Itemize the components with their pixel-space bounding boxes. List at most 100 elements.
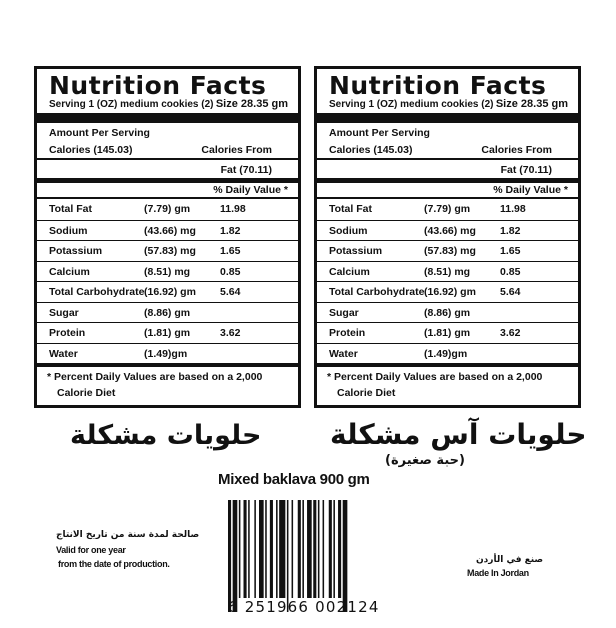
validity-arabic: صالحة لمدة سنة من تاريخ الانتاج xyxy=(56,530,200,540)
nutrient-amount: (43.66) mg xyxy=(144,224,196,237)
nutrient-row: Protein (1.81) gm 3.62 xyxy=(317,322,578,343)
nutrient-name: Sodium xyxy=(49,224,88,237)
nutrient-amount: (43.66) mg xyxy=(424,224,476,237)
footnote-line-1: * Percent Daily Values are based on a 2,… xyxy=(47,371,263,383)
barcode-bar xyxy=(238,500,241,598)
nutrient-row: Calcium (8.51) mg 0.85 xyxy=(37,260,298,282)
nutrient-amount: (1.49)gm xyxy=(144,347,188,360)
nutrition-facts-panel: Nutrition Facts Serving 1 (OZ) medium co… xyxy=(314,66,581,408)
nutrient-row: Sugar (8.86) gm xyxy=(317,301,578,323)
nutrient-row: Water (1.49)gm xyxy=(37,342,298,364)
barcode-bar xyxy=(291,500,294,598)
panel-title: Nutrition Facts xyxy=(49,71,267,100)
nutrient-name: Calcium xyxy=(49,265,90,278)
nutrient-daily-value: 3.62 xyxy=(220,327,241,339)
serving-text: Serving 1 (OZ) medium cookies (2) xyxy=(329,99,494,110)
nutrient-row: Potassium (57.83) mg 1.65 xyxy=(317,240,578,261)
nutrient-daily-value: 0.85 xyxy=(220,265,241,278)
arabic-subtitle-right: (حبة صغيرة) xyxy=(385,453,465,468)
nutrient-row: Sodium (43.66) mg 1.82 xyxy=(317,219,578,241)
barcode-bar xyxy=(328,500,332,598)
nutrient-amount: (16.92) gm xyxy=(144,286,196,298)
thick-divider xyxy=(37,363,298,367)
nutrition-facts-panel: Nutrition Facts Serving 1 (OZ) medium co… xyxy=(34,66,301,408)
thick-divider xyxy=(37,178,298,183)
nutrient-daily-value: 1.82 xyxy=(500,224,521,237)
serving-size: Size 28.35 gm xyxy=(495,98,568,110)
barcode xyxy=(228,500,348,612)
daily-value-header: % Daily Value * xyxy=(213,184,288,196)
barcode-bar xyxy=(313,500,317,598)
nutrient-daily-value: 5.64 xyxy=(220,286,241,298)
nutrient-amount: (7.79) gm xyxy=(144,203,191,215)
barcode-bar xyxy=(317,500,320,598)
nutrient-amount: (8.86) gm xyxy=(144,306,191,319)
nutrient-daily-value: 1.65 xyxy=(220,245,241,257)
thick-divider xyxy=(37,113,298,123)
nutrient-daily-value: 3.62 xyxy=(500,327,521,339)
barcode-bar xyxy=(243,500,247,598)
amount-per-serving: Amount Per Serving xyxy=(329,127,430,139)
nutrient-amount: (8.51) mg xyxy=(424,265,471,278)
nutrient-row: Total Fat (7.79) gm 11.98 xyxy=(37,199,298,219)
barcode-bar xyxy=(302,500,304,598)
nutrient-amount: (57.83) mg xyxy=(144,245,196,257)
footnote-line-2: Calorie Diet xyxy=(337,387,396,399)
nutrient-daily-value: 1.65 xyxy=(500,245,521,257)
calories-from: Calories From xyxy=(201,144,272,156)
nutrient-name: Total Carbohydrate xyxy=(49,286,145,298)
nutrient-amount: (1.81) gm xyxy=(424,327,471,339)
nutrient-row: Total Carbohydrate (16.92) gm 5.64 xyxy=(37,281,298,302)
barcode-bar xyxy=(259,500,264,598)
nutrient-name: Total Fat xyxy=(49,203,92,215)
nutrient-amount: (16.92) gm xyxy=(424,286,476,298)
serving-text: Serving 1 (OZ) medium cookies (2) xyxy=(49,99,214,110)
nutrient-row: Protein (1.81) gm 3.62 xyxy=(37,322,298,343)
nutrient-name: Total Carbohydrate xyxy=(329,286,425,298)
nutrient-name: Total Fat xyxy=(329,203,372,215)
barcode-bar xyxy=(322,500,325,598)
calories: Calories (145.03) xyxy=(329,144,413,156)
nutrient-name: Potassium xyxy=(329,245,383,257)
barcode-bar xyxy=(254,500,256,598)
barcode-bar xyxy=(228,500,232,612)
nutrient-amount: (1.81) gm xyxy=(144,327,191,339)
nutrient-name: Potassium xyxy=(49,245,103,257)
nutrient-row: Total Fat (7.79) gm 11.98 xyxy=(317,199,578,219)
divider xyxy=(317,158,578,160)
nutrient-row: Total Carbohydrate (16.92) gm 5.64 xyxy=(317,281,578,302)
barcode-bar xyxy=(342,500,348,612)
fat-calories: Fat (70.11) xyxy=(500,164,552,176)
barcode-bar xyxy=(286,500,289,612)
nutrient-row: Potassium (57.83) mg 1.65 xyxy=(37,240,298,261)
nutrient-amount: (8.86) gm xyxy=(424,306,471,319)
barcode-bar xyxy=(265,500,267,598)
daily-value-header: % Daily Value * xyxy=(493,184,568,196)
nutrient-amount: (7.79) gm xyxy=(424,203,471,215)
barcode-bar xyxy=(279,500,286,598)
nutrient-name: Sugar xyxy=(49,306,79,319)
barcode-bar xyxy=(276,500,278,598)
nutrient-name: Water xyxy=(49,347,78,360)
nutrient-daily-value: 1.82 xyxy=(220,224,241,237)
validity-line-2: from the date of production. xyxy=(58,559,170,569)
nutrient-daily-value: 5.64 xyxy=(500,286,521,298)
thick-divider xyxy=(317,363,578,367)
nutrient-name: Water xyxy=(329,347,358,360)
nutrient-amount: (1.49)gm xyxy=(424,347,468,360)
nutrient-amount: (8.51) mg xyxy=(144,265,191,278)
fat-calories: Fat (70.11) xyxy=(220,164,272,176)
amount-per-serving: Amount Per Serving xyxy=(49,127,150,139)
arabic-title-left: حلويات مشكلة xyxy=(70,420,262,451)
arabic-title-right: حلويات آس مشكلة xyxy=(330,418,587,451)
barcode-bar xyxy=(269,500,273,598)
nutrient-daily-value: 11.98 xyxy=(500,203,526,215)
barcode-bar xyxy=(297,500,301,598)
nutrient-row: Sodium (43.66) mg 1.82 xyxy=(37,219,298,241)
footnote-line-2: Calorie Diet xyxy=(57,387,116,399)
calories: Calories (145.03) xyxy=(49,144,133,156)
nutrient-name: Calcium xyxy=(329,265,370,278)
divider xyxy=(37,197,298,199)
calories-from: Calories From xyxy=(481,144,552,156)
